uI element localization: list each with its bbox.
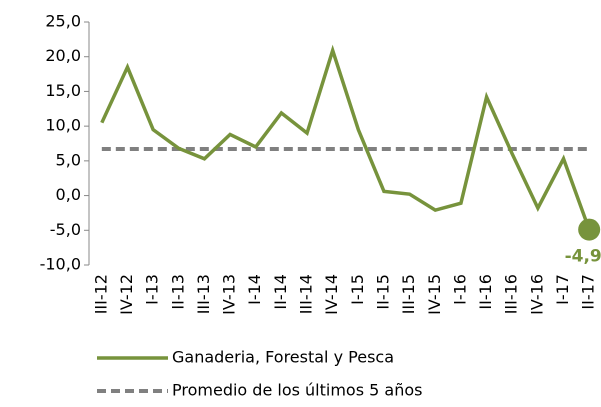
y-tick-label: 25,0 bbox=[45, 12, 81, 31]
x-tick-label: II-14 bbox=[271, 274, 290, 310]
x-tick-label: II-16 bbox=[476, 274, 495, 310]
data-line bbox=[100, 44, 591, 231]
x-tick-label: I-15 bbox=[348, 274, 367, 305]
legend-label: Ganaderia, Forestal y Pesca bbox=[172, 348, 394, 367]
y-tick-label: 10,0 bbox=[45, 116, 81, 135]
y-tick-label: 20,0 bbox=[45, 46, 81, 65]
x-tick-label: III-16 bbox=[502, 274, 521, 314]
x-tick-label: III-12 bbox=[91, 274, 110, 314]
x-tick-label: II-17 bbox=[579, 274, 598, 310]
x-tick-label: I-13 bbox=[143, 274, 162, 305]
x-tick-label: II-13 bbox=[168, 274, 187, 310]
x-tick-label: IV-13 bbox=[220, 274, 239, 315]
end-marker bbox=[578, 218, 601, 241]
x-tick-label: I-17 bbox=[553, 274, 572, 305]
y-tick-label: 5,0 bbox=[56, 150, 81, 169]
x-tick-label: III-14 bbox=[297, 274, 316, 314]
y-tick-label: -5,0 bbox=[50, 220, 81, 239]
y-tick-label: -10,0 bbox=[40, 255, 81, 274]
x-tick-label: III-15 bbox=[399, 274, 418, 314]
x-tick-label: I-16 bbox=[450, 274, 469, 305]
y-tick-label: 15,0 bbox=[45, 81, 81, 100]
x-tick-label: IV-16 bbox=[527, 274, 546, 315]
x-tick-label: IV-12 bbox=[117, 274, 136, 315]
x-tick-label: I-14 bbox=[245, 274, 264, 305]
x-tick-label: II-15 bbox=[373, 274, 392, 310]
x-tick-label: III-13 bbox=[194, 274, 213, 314]
y-tick-label: 0,0 bbox=[56, 185, 81, 204]
x-tick-label: IV-14 bbox=[322, 274, 341, 315]
legend-label: Promedio de los últimos 5 años bbox=[172, 381, 422, 400]
x-tick-label: IV-15 bbox=[425, 274, 444, 315]
data-label: -4,9 bbox=[565, 247, 601, 267]
